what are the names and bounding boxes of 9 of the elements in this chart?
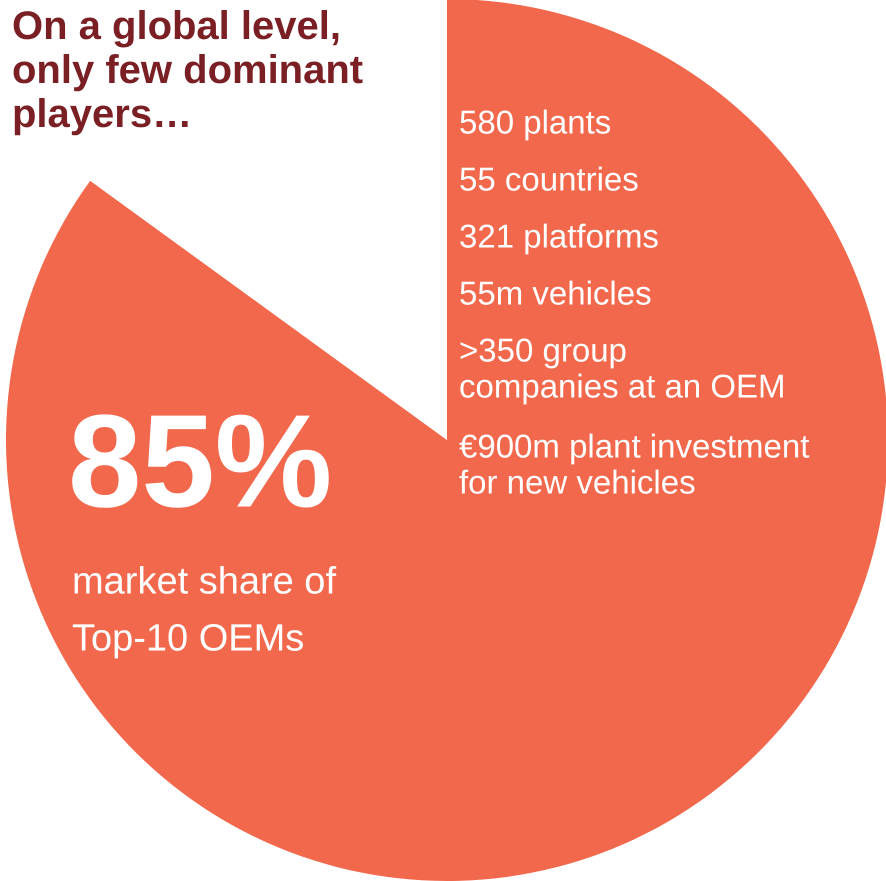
data-label: 85% bbox=[68, 388, 332, 534]
text: 321 platforms bbox=[459, 218, 659, 254]
text: 55 countries bbox=[459, 160, 639, 198]
text: €900m plant investment for new vehicles bbox=[459, 428, 810, 500]
text: 580 plants bbox=[459, 104, 612, 140]
text: market share of Top-10 OEMs bbox=[72, 560, 336, 660]
text: 55m vehicles bbox=[459, 274, 652, 312]
text: >350 group companies at an OEM bbox=[459, 332, 786, 404]
text: On a global level, only few dominant players… bbox=[12, 4, 374, 136]
